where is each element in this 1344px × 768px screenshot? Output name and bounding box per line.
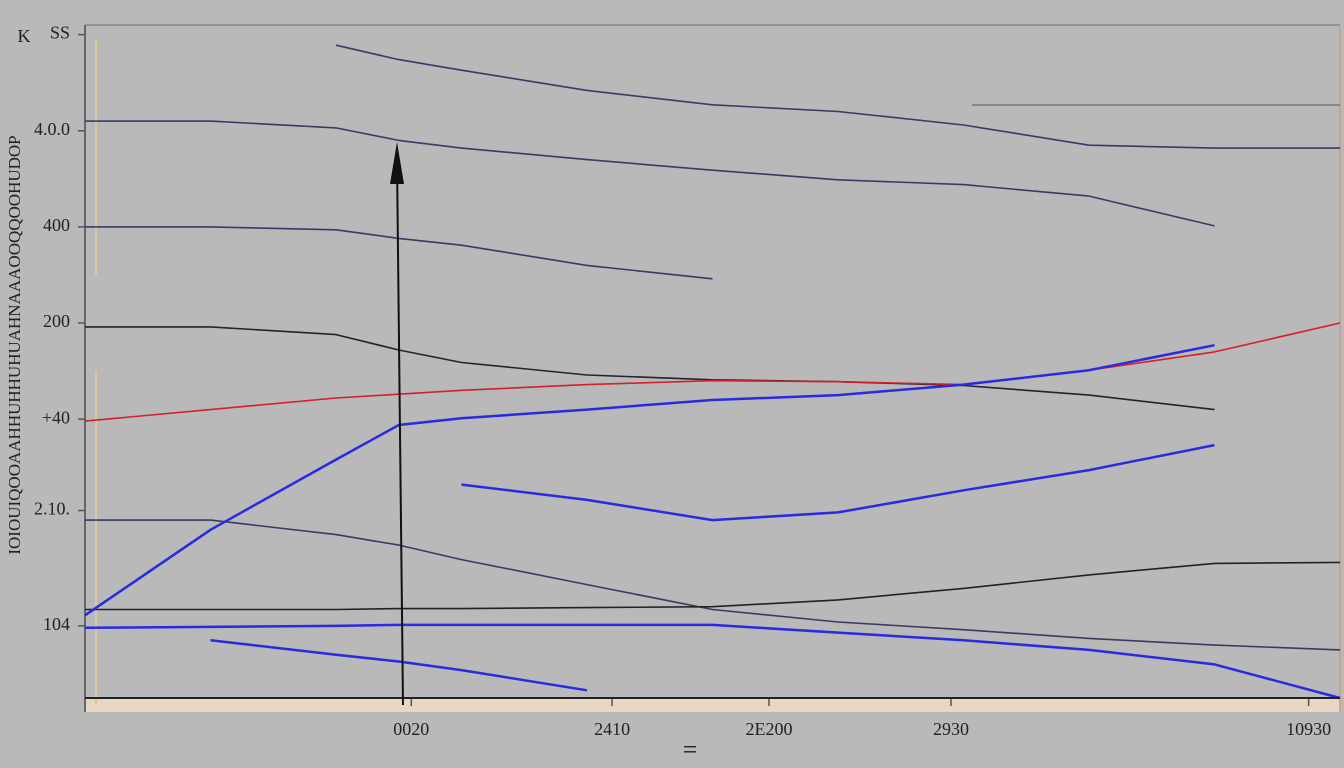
series-line bbox=[85, 561, 1341, 611]
series-line bbox=[85, 326, 1215, 411]
y-axis-label: IOIOUIQOOAAHHUHHUHUAHNAAAOOQQOOHUDOP bbox=[5, 135, 24, 554]
bottom-strip bbox=[85, 698, 1340, 712]
series-line bbox=[461, 443, 1215, 522]
x-tick-label: 0020 bbox=[393, 719, 429, 739]
x-tick-label: 2930 bbox=[933, 719, 969, 739]
arrow-head bbox=[390, 142, 404, 184]
series-line bbox=[85, 120, 1215, 227]
y-tick-label: 400 bbox=[43, 215, 70, 235]
x-tick-label: 2410 bbox=[594, 719, 630, 739]
corner-label: K bbox=[18, 26, 31, 46]
series-line bbox=[335, 44, 1340, 149]
y-tick-label: SS bbox=[50, 23, 70, 43]
arrow-shaft bbox=[396, 159, 404, 706]
y-tick-label: 200 bbox=[43, 311, 70, 331]
y-tick-label: 2.10. bbox=[34, 499, 70, 519]
series-line bbox=[85, 519, 1341, 651]
y-tick-label: 104 bbox=[43, 614, 70, 634]
series-line bbox=[84, 343, 1215, 617]
x-tick-label: 10930 bbox=[1286, 719, 1331, 739]
series-line bbox=[210, 639, 588, 692]
annotation: = bbox=[683, 735, 698, 764]
series-line bbox=[84, 623, 1341, 700]
x-tick-label: 2E200 bbox=[745, 719, 792, 739]
y-tick-label: +40 bbox=[42, 407, 70, 427]
y-tick-label: 4.0.0 bbox=[34, 119, 70, 139]
